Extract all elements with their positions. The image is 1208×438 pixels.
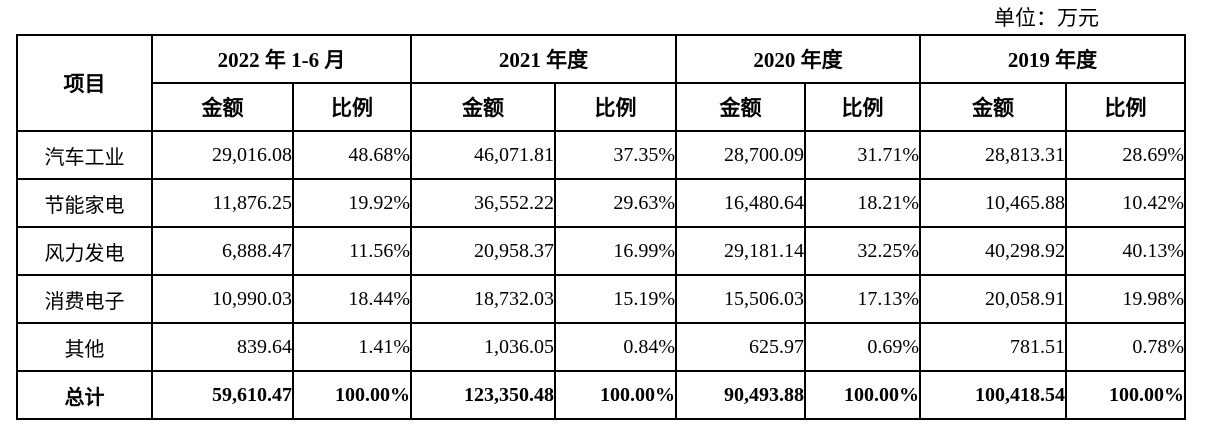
amount-cell: 10,465.88: [919, 178, 1067, 228]
row-label: 消费电子: [16, 274, 153, 324]
ratio-cell: 17.13%: [804, 274, 921, 324]
table-row-consumer-electronics: 消费电子 10,990.03 18.44% 18,732.03 15.19% 1…: [16, 274, 1186, 324]
amount-cell: 29,181.14: [675, 226, 806, 276]
table-row-total: 总计 59,610.47 100.00% 123,350.48 100.00% …: [16, 370, 1186, 420]
unit-label: 单位：万元: [994, 6, 1099, 30]
table-row-energy-saving-appliances: 节能家电 11,876.25 19.92% 36,552.22 29.63% 1…: [16, 178, 1186, 228]
amount-cell: 11,876.25: [151, 178, 294, 228]
amount-cell: 36,552.22: [410, 178, 556, 228]
ratio-cell: 15.19%: [554, 274, 677, 324]
col-header-item: 项目: [16, 34, 153, 132]
row-label: 其他: [16, 322, 153, 372]
ratio-cell: 0.78%: [1065, 322, 1186, 372]
amount-cell: 29,016.08: [151, 130, 294, 180]
col-header-amount-2019: 金额: [919, 82, 1067, 132]
ratio-cell: 11.56%: [292, 226, 412, 276]
amount-cell: 28,700.09: [675, 130, 806, 180]
ratio-cell: 10.42%: [1065, 178, 1186, 228]
amount-cell: 18,732.03: [410, 274, 556, 324]
col-header-ratio-2021: 比例: [554, 82, 677, 132]
ratio-cell: 100.00%: [1065, 370, 1186, 420]
ratio-cell: 18.21%: [804, 178, 921, 228]
amount-cell: 6,888.47: [151, 226, 294, 276]
amount-cell: 123,350.48: [410, 370, 556, 420]
amount-cell: 1,036.05: [410, 322, 556, 372]
col-header-amount-2021: 金额: [410, 82, 556, 132]
amount-cell: 839.64: [151, 322, 294, 372]
header-row-subcolumns: 金额 比例 金额 比例 金额 比例 金额 比例: [17, 82, 1186, 132]
ratio-cell: 100.00%: [292, 370, 412, 420]
col-header-period-2022h1: 2022 年 1-6 月: [151, 34, 412, 84]
ratio-cell: 28.69%: [1065, 130, 1186, 180]
ratio-cell: 16.99%: [554, 226, 677, 276]
col-header-ratio-2020: 比例: [804, 82, 921, 132]
ratio-cell: 40.13%: [1065, 226, 1186, 276]
amount-cell: 20,058.91: [919, 274, 1067, 324]
col-header-ratio-2022h1: 比例: [292, 82, 412, 132]
amount-cell: 10,990.03: [151, 274, 294, 324]
amount-cell: 100,418.54: [919, 370, 1067, 420]
row-label: 节能家电: [16, 178, 153, 228]
ratio-cell: 19.98%: [1065, 274, 1186, 324]
ratio-cell: 100.00%: [554, 370, 677, 420]
table-row-automotive: 汽车工业 29,016.08 48.68% 46,071.81 37.35% 2…: [16, 130, 1186, 180]
amount-cell: 90,493.88: [675, 370, 806, 420]
amount-cell: 625.97: [675, 322, 806, 372]
amount-cell: 15,506.03: [675, 274, 806, 324]
ratio-cell: 18.44%: [292, 274, 412, 324]
ratio-cell: 29.63%: [554, 178, 677, 228]
ratio-cell: 0.84%: [554, 322, 677, 372]
col-header-period-2019: 2019 年度: [919, 34, 1186, 84]
amount-cell: 46,071.81: [410, 130, 556, 180]
ratio-cell: 1.41%: [292, 322, 412, 372]
ratio-cell: 32.25%: [804, 226, 921, 276]
table-row-wind-power: 风力发电 6,888.47 11.56% 20,958.37 16.99% 29…: [16, 226, 1186, 276]
ratio-cell: 37.35%: [554, 130, 677, 180]
amount-cell: 28,813.31: [919, 130, 1067, 180]
ratio-cell: 48.68%: [292, 130, 412, 180]
amount-cell: 40,298.92: [919, 226, 1067, 276]
row-label-total: 总计: [16, 370, 153, 420]
revenue-breakdown-table: 项目 2022 年 1-6 月 2021 年度 2020 年度 2019 年度 …: [16, 34, 1186, 420]
col-header-period-2021: 2021 年度: [410, 34, 677, 84]
header-row-periods: 项目 2022 年 1-6 月 2021 年度 2020 年度 2019 年度: [16, 34, 1186, 132]
amount-cell: 59,610.47: [151, 370, 294, 420]
row-label: 汽车工业: [16, 130, 153, 180]
ratio-cell: 19.92%: [292, 178, 412, 228]
amount-cell: 781.51: [919, 322, 1067, 372]
col-header-amount-2022h1: 金额: [151, 82, 294, 132]
table-row-other: 其他 839.64 1.41% 1,036.05 0.84% 625.97 0.…: [16, 322, 1186, 372]
col-header-ratio-2019: 比例: [1065, 82, 1186, 132]
col-header-period-2020: 2020 年度: [675, 34, 921, 84]
ratio-cell: 0.69%: [804, 322, 921, 372]
ratio-cell: 100.00%: [804, 370, 921, 420]
ratio-cell: 31.71%: [804, 130, 921, 180]
row-label: 风力发电: [16, 226, 153, 276]
col-header-amount-2020: 金额: [675, 82, 806, 132]
amount-cell: 16,480.64: [675, 178, 806, 228]
amount-cell: 20,958.37: [410, 226, 556, 276]
